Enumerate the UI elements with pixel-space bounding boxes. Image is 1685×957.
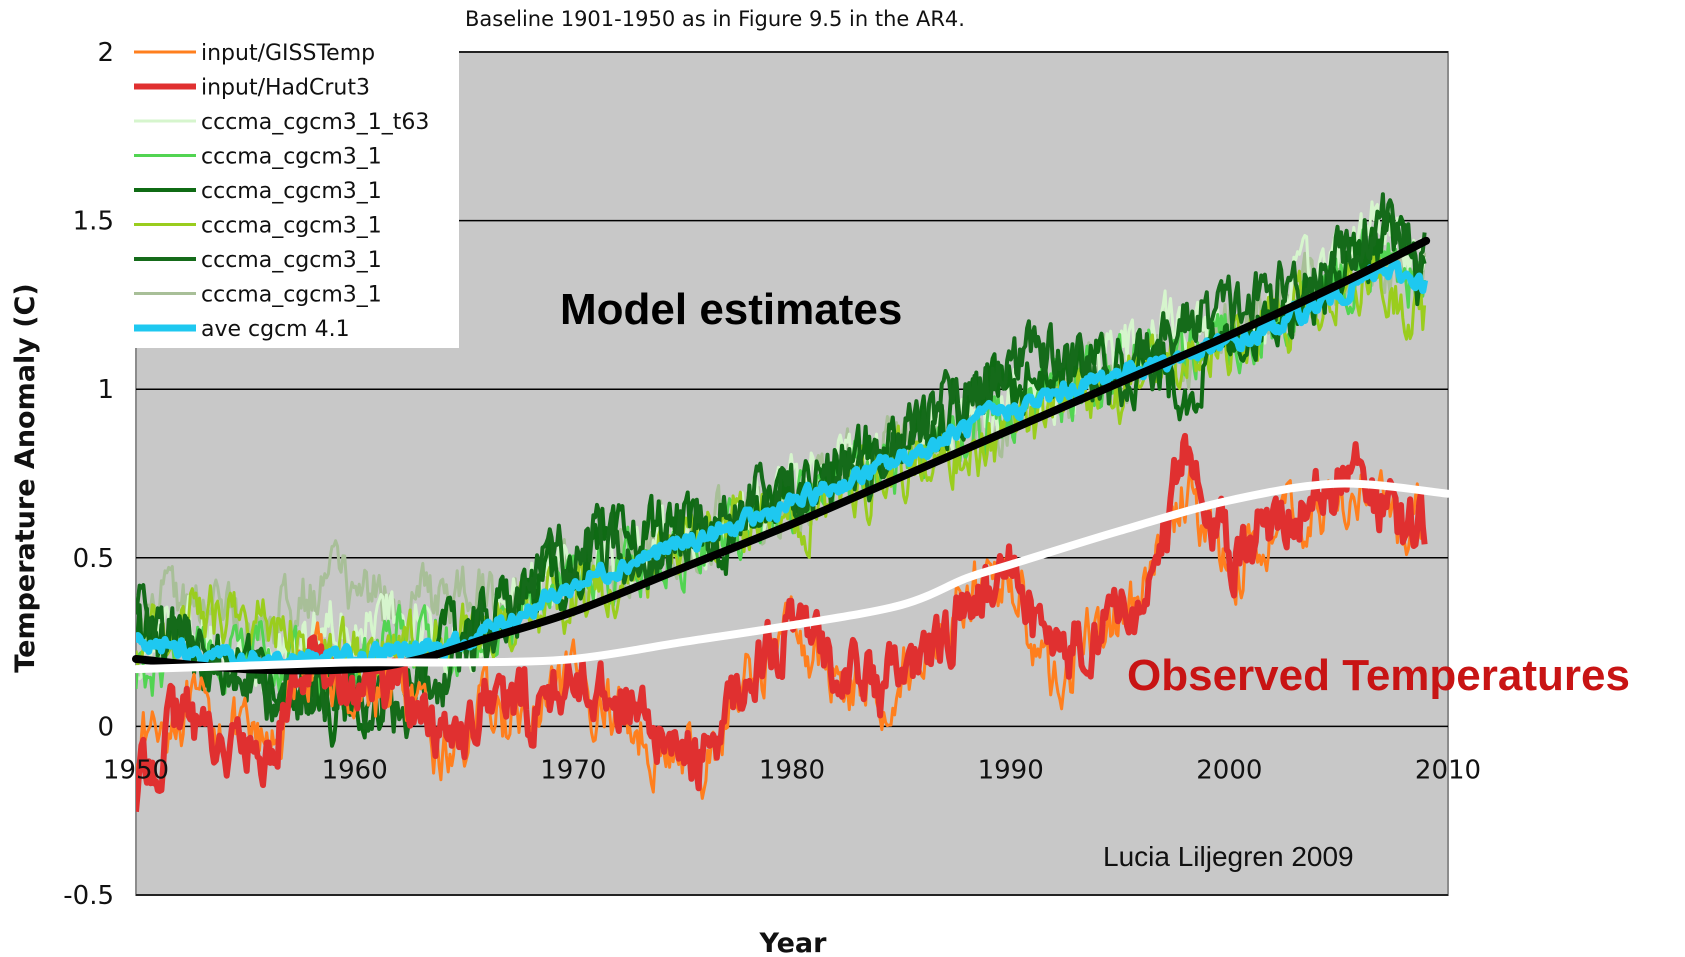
x-tick-label: 2000 bbox=[1196, 755, 1262, 785]
trend-line bbox=[132, 479, 1452, 674]
y-tick-label: -0.5 bbox=[63, 881, 114, 911]
x-tick-label: 1980 bbox=[759, 755, 825, 785]
legend-entry: cccma_cgcm3_1 bbox=[201, 214, 382, 239]
series-line bbox=[136, 432, 1428, 812]
y-tick-labels: -0.5 0 0.5 1 1.5 2 bbox=[63, 38, 114, 911]
x-tick-label: 1960 bbox=[322, 755, 388, 785]
credit-annotation: Lucia Liljegren 2009 bbox=[1103, 841, 1354, 872]
x-tick-label: 1950 bbox=[103, 755, 169, 785]
chart-subtitle: Baseline 1901-1950 as in Figure 9.5 in t… bbox=[465, 7, 965, 31]
trend-lines bbox=[132, 236, 1452, 675]
x-tick-label: 1990 bbox=[978, 755, 1044, 785]
trend-line bbox=[132, 236, 1431, 675]
y-tick-label: 2 bbox=[97, 38, 114, 68]
x-tick-label: 2010 bbox=[1415, 755, 1481, 785]
y-axis-title: Temperature Anomaly (C) bbox=[10, 283, 41, 672]
legend-entry: input/GISSTemp bbox=[201, 41, 375, 66]
y-tick-label: 1 bbox=[97, 375, 114, 405]
legend-entry: cccma_cgcm3_1 bbox=[201, 248, 382, 273]
y-tick-label: 1.5 bbox=[73, 207, 114, 237]
model-estimates-annotation: Model estimates bbox=[560, 285, 902, 334]
y-tick-label: 0.5 bbox=[73, 544, 114, 574]
observed-temperatures-annotation: Observed Temperatures bbox=[1127, 651, 1630, 700]
legend-entry: input/HadCrut3 bbox=[201, 76, 370, 101]
x-axis-title: Year bbox=[759, 928, 828, 957]
x-tick-label: 1970 bbox=[540, 755, 606, 785]
legend-entry: cccma_cgcm3_1_t63 bbox=[201, 110, 429, 135]
y-tick-label: 0 bbox=[97, 712, 114, 742]
legend-entry: cccma_cgcm3_1 bbox=[201, 145, 382, 170]
legend-entry: cccma_cgcm3_1 bbox=[201, 179, 382, 204]
legend-entry: cccma_cgcm3_1 bbox=[201, 283, 382, 308]
legend-entry: ave cgcm 4.1 bbox=[201, 317, 350, 342]
x-tick-labels: 1950 1960 1970 1980 1990 2000 2010 bbox=[103, 755, 1481, 785]
legend: input/GISSTemp input/HadCrut3 cccma_cgcm3_… bbox=[129, 36, 459, 348]
